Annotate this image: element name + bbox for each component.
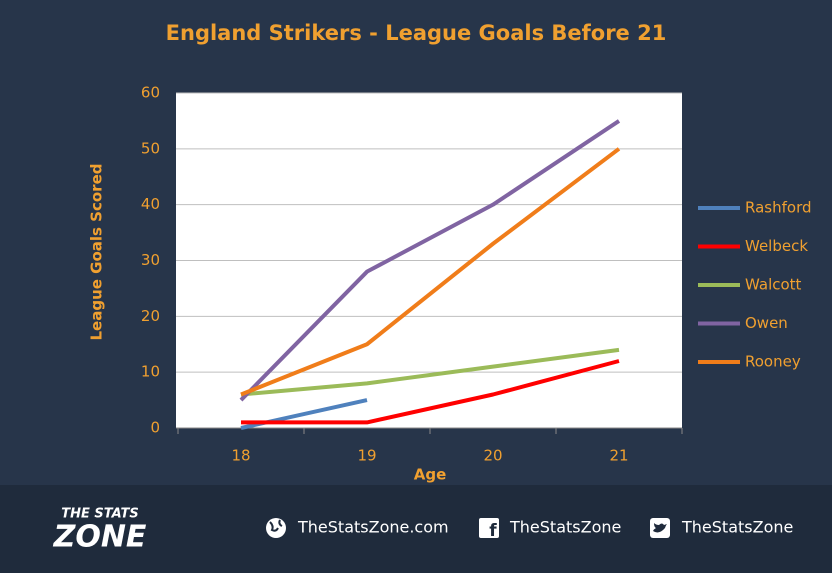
y-tick-label: 30 (141, 251, 160, 269)
footer: THE STATS ZONE TheStatsZone.com f TheSta… (53, 507, 794, 555)
legend-label: Owen (745, 314, 788, 332)
x-tick-label: 19 (357, 447, 376, 465)
facebook-handle[interactable]: TheStatsZone (509, 518, 621, 537)
website[interactable]: TheStatsZone.com (297, 518, 449, 537)
logo-bottom: ZONE (53, 520, 147, 555)
y-tick-label: 10 (141, 363, 160, 381)
y-tick-label: 40 (141, 195, 160, 213)
series-line (240, 347, 620, 397)
y-axis-label: League Goals Scored (88, 163, 106, 340)
y-tick-label: 20 (141, 307, 160, 325)
legend-label: Rooney (745, 353, 801, 371)
series-line (239, 119, 621, 402)
facebook-glyph: f (489, 521, 497, 541)
y-tick-label: 60 (141, 84, 160, 102)
legend-label: Rashford (745, 199, 812, 217)
y-tick-label: 0 (150, 419, 160, 437)
series-line (241, 359, 620, 425)
y-tick-label: 50 (141, 139, 160, 157)
chart-title: England Strikers - League Goals Before 2… (166, 21, 667, 45)
legend-label: Welbeck (745, 237, 808, 255)
legend-label: Walcott (745, 276, 802, 294)
twitter-glyph (653, 523, 667, 533)
globe-icon (266, 518, 286, 538)
facebook-icon (479, 518, 499, 538)
x-tick-label: 18 (231, 447, 250, 465)
series-line (240, 147, 621, 397)
x-tick-label: 20 (483, 447, 502, 465)
x-axis-label: Age (414, 466, 447, 484)
logo-top: THE STATS (61, 507, 138, 522)
x-tick-label: 21 (609, 447, 628, 465)
globe-detail (269, 519, 283, 532)
twitter-handle[interactable]: TheStatsZone (681, 518, 793, 537)
footer-background (0, 485, 832, 573)
